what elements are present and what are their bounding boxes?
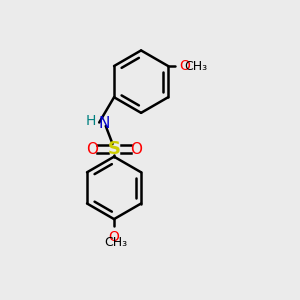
Text: N: N (99, 116, 110, 131)
Text: H: H (86, 114, 96, 128)
Text: O: O (130, 142, 142, 157)
Text: O: O (109, 230, 119, 244)
Text: O: O (86, 142, 98, 157)
Text: CH₃: CH₃ (184, 59, 207, 73)
Text: CH₃: CH₃ (104, 236, 127, 249)
Text: S: S (108, 140, 121, 158)
Text: O: O (179, 59, 190, 73)
